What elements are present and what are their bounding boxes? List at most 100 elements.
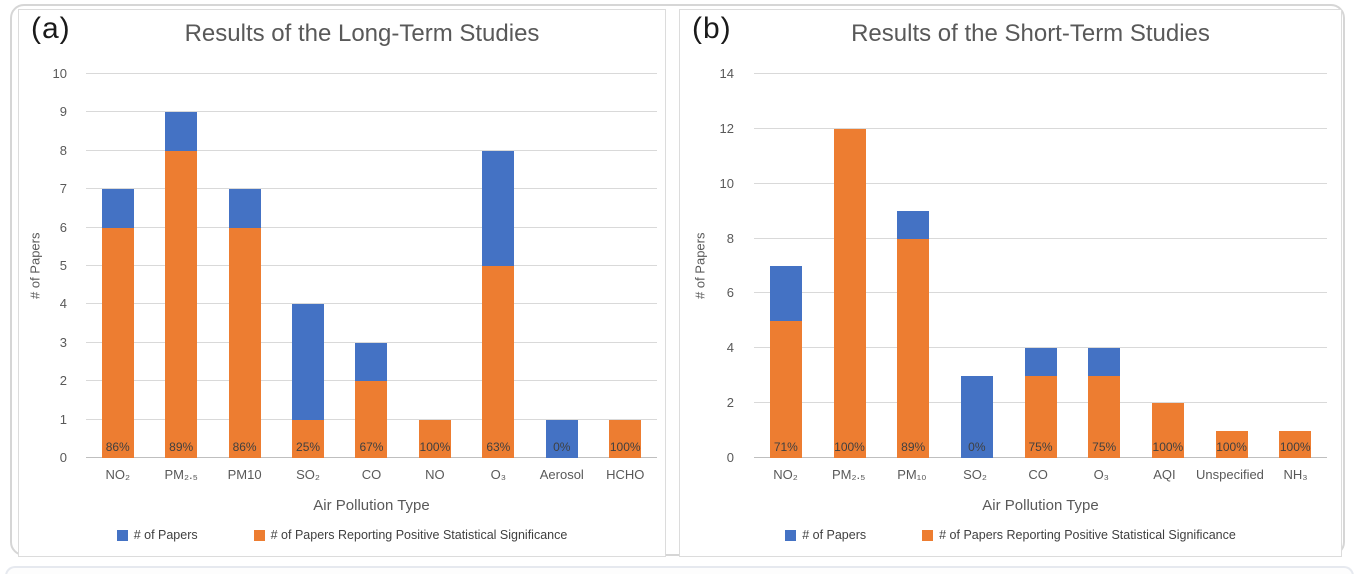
bar-total-papers	[545, 419, 578, 458]
chart-panel-long-term: (a) Results of the Long-Term Studies # o…	[18, 9, 666, 557]
x-axis-ticks: NO₂ PM₂.₅ PM10 SO₂ CO NO O₃ Aerosol HCHO	[86, 467, 657, 489]
y-tick-label: 10	[52, 66, 67, 81]
bar-group-7: 100%	[1136, 74, 1200, 458]
bar-percent-label: 100%	[419, 440, 451, 454]
legend-label: # of Papers	[802, 528, 867, 542]
y-tick-label: 7	[59, 181, 67, 197]
bar-group-4: 25%	[276, 74, 339, 458]
bar-group-5: 75%	[1009, 74, 1073, 458]
x-axis-title: Air Pollution Type	[982, 497, 1099, 514]
plot-area: 86% 89% 86% 25% 67% 100% 63% 0% 100%	[86, 73, 657, 458]
y-axis-ticks: 0 2 4 6 8 10 12 14	[680, 66, 742, 465]
legend-item-papers: # of Papers	[785, 528, 866, 542]
bar-positive-significance	[1215, 430, 1248, 458]
x-tick-label: PM10	[227, 467, 262, 482]
bar-group-5: 67%	[340, 74, 403, 458]
bar-positive-significance	[1151, 403, 1184, 458]
x-tick-label: PM₁₀	[897, 467, 927, 482]
gridline	[86, 188, 657, 190]
legend: # of Papers # of Papers Reporting Positi…	[680, 528, 1341, 542]
bar-positive-significance	[101, 227, 134, 458]
bar-group-8: 100%	[1200, 74, 1264, 458]
y-tick-label: 1	[59, 411, 67, 427]
bar-group-9: 100%	[1263, 74, 1327, 458]
x-tick-label: PM₂.₅	[164, 467, 198, 482]
y-tick-label: 4	[59, 296, 67, 312]
bar-group-6: 75%	[1072, 74, 1136, 458]
legend-label: # of Papers Reporting Positive Statistic…	[939, 528, 1236, 542]
bar-percent-label: 86%	[232, 440, 257, 454]
gridline	[754, 292, 1327, 294]
bar-group-9: 100%	[594, 74, 657, 458]
bar-group-2: 89%	[149, 74, 212, 458]
chart-title-long-term: Results of the Long-Term Studies	[184, 20, 540, 47]
y-tick-label: 6	[59, 219, 67, 235]
bar-percent-label: 75%	[1028, 440, 1053, 454]
y-tick-label: 2	[59, 373, 67, 389]
x-tick-label: NH₃	[1283, 467, 1308, 482]
bar-percent-label: 67%	[359, 440, 384, 454]
y-tick-label: 5	[59, 258, 67, 273]
bar-percent-label: 89%	[169, 440, 194, 454]
bar-percent-label: 75%	[1092, 440, 1117, 454]
bar-positive-significance	[228, 227, 261, 458]
bar-positive-significance	[355, 381, 388, 458]
gridline	[86, 341, 657, 343]
y-tick-label: 0	[726, 450, 734, 465]
x-tick-label: CO	[361, 467, 382, 482]
x-tick-label: Unspecified	[1195, 467, 1264, 482]
bar-positive-significance	[292, 419, 325, 458]
gridline	[86, 149, 657, 151]
x-tick-label: Aerosol	[539, 467, 584, 482]
y-tick-label: 3	[59, 334, 67, 350]
chart-panel-short-term: (b) Results of the Short-Term Studies # …	[679, 9, 1342, 557]
bars-layer: 86% 89% 86% 25% 67% 100% 63% 0% 100%	[86, 74, 657, 458]
bar-percent-label: 100%	[1216, 440, 1247, 454]
x-tick-label: NO₂	[105, 467, 130, 482]
next-figure-top-edge	[5, 566, 1354, 574]
bar-percent-label: 63%	[486, 440, 511, 454]
x-tick-label: SO₂	[296, 467, 320, 482]
y-tick-label: 4	[726, 340, 734, 356]
gridline	[86, 265, 657, 266]
panel-label-a: (a)	[31, 12, 71, 45]
bar-positive-significance	[897, 238, 930, 458]
legend-label: # of Papers	[133, 528, 198, 542]
bar-group-3: 89%	[881, 74, 945, 458]
bar-percent-label: 25%	[296, 440, 321, 454]
gridline	[754, 73, 1327, 74]
bar-percent-label: 0%	[553, 440, 571, 454]
bar-positive-significance	[609, 419, 642, 458]
bars-layer: 71% 100% 89% 0% 75% 75% 100% 100% 100%	[754, 74, 1327, 458]
bar-percent-label: 71%	[773, 440, 798, 454]
legend-marker-blue-icon	[116, 529, 128, 541]
x-tick-label: O₃	[1093, 467, 1109, 482]
legend-item-positive: # of Papers Reporting Positive Statistic…	[922, 528, 1236, 542]
legend-label: # of Papers Reporting Positive Statistic…	[270, 528, 568, 542]
bar-percent-label: 86%	[105, 440, 130, 454]
bar-percent-label: 0%	[968, 440, 986, 454]
y-tick-label: 0	[59, 450, 67, 465]
x-axis-title: Air Pollution Type	[313, 497, 430, 514]
bar-positive-significance	[418, 419, 451, 458]
bar-percent-label: 100%	[1279, 440, 1311, 454]
bar-positive-significance	[769, 320, 802, 458]
bar-percent-label: 100%	[609, 440, 641, 454]
gridline	[86, 226, 657, 228]
bar-group-7: 63%	[467, 74, 530, 458]
y-tick-label: 10	[719, 175, 734, 191]
gridline	[86, 73, 657, 74]
bar-group-1: 86%	[86, 74, 149, 458]
y-tick-label: 8	[726, 230, 734, 246]
legend-marker-blue-icon	[785, 529, 797, 541]
chart-title-short-term: Results of the Short-Term Studies	[851, 20, 1210, 47]
x-tick-label: HCHO	[606, 467, 645, 482]
x-tick-label: SO₂	[963, 467, 987, 482]
x-tick-label: NO₂	[773, 467, 798, 482]
y-axis-ticks: 0 1 2 3 4 5 6 7 8 9 10	[19, 66, 75, 465]
bar-percent-label: 100%	[834, 440, 865, 454]
x-tick-label: AQI	[1153, 467, 1176, 482]
bar-group-1: 71%	[754, 74, 818, 458]
legend-item-papers: # of Papers	[116, 528, 198, 542]
y-tick-label: 14	[719, 66, 734, 81]
